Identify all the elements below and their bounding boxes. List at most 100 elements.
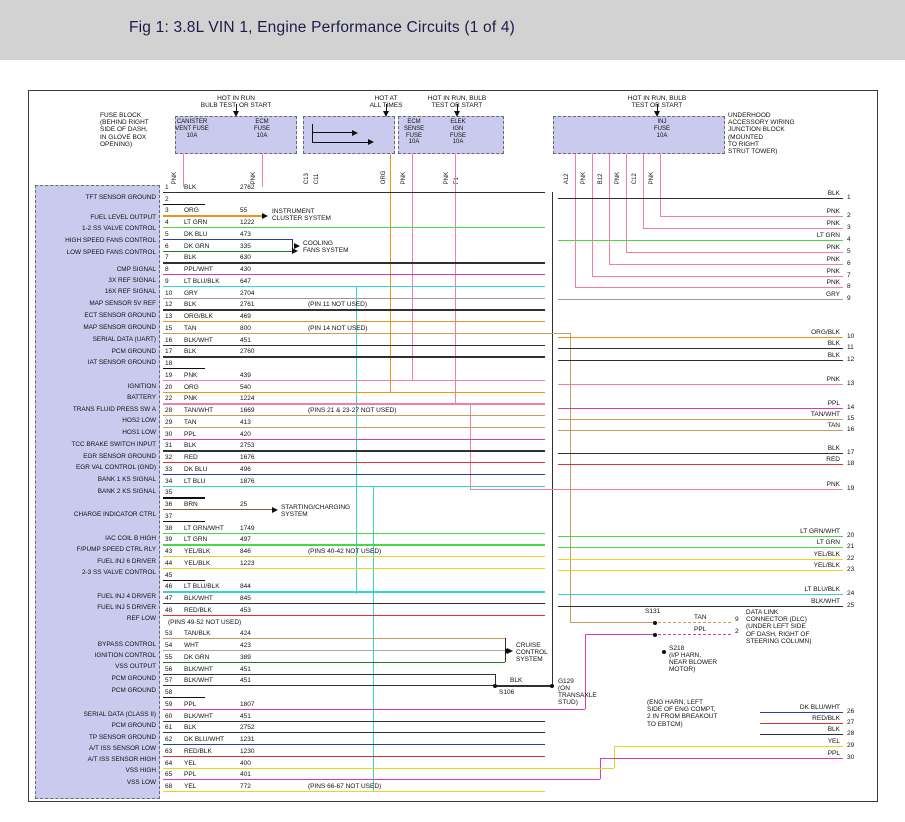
wire-color-label: PNK: [184, 371, 198, 379]
pin-number: 38: [165, 524, 173, 532]
wire-color-label: BRN: [184, 501, 198, 509]
wire-color-label: ORG/BLK: [811, 329, 840, 336]
connector-pin-number: 19: [847, 485, 855, 492]
pin-number: 57: [165, 677, 173, 685]
arrow-icon: [654, 111, 660, 117]
circuit-number: 1224: [240, 395, 255, 403]
circuit-number: 2761: [240, 301, 255, 309]
wire-line: [495, 673, 497, 686]
connector-pin-number: 22: [847, 555, 855, 562]
wire-line: [558, 453, 843, 455]
wire-line: [163, 274, 545, 276]
signal-name-label: ECT SENSOR GROUND: [84, 312, 156, 319]
wire-line: [455, 154, 457, 404]
wire-line: [163, 227, 545, 229]
signal-name-label: PCM GROUND: [111, 675, 156, 682]
circuit-number: 772: [240, 782, 251, 790]
signal-name-label: FUEL INJ 4 DRIVER: [97, 593, 156, 600]
wire-line: [657, 104, 659, 111]
junction-dot: [550, 683, 554, 688]
fuse-block-note: (BEHIND RIGHT: [100, 119, 149, 127]
splice-label: S106: [499, 689, 515, 696]
splice-label: S131: [645, 608, 661, 615]
wire-color-label: LT BLU: [184, 477, 206, 485]
pin-number: 29: [165, 418, 173, 426]
connector-pin-number: 27: [847, 719, 855, 726]
wire-color-label: PNK: [826, 220, 840, 227]
pin-number: 10: [165, 289, 173, 297]
pin-number: 9: [165, 277, 169, 285]
fuse-block-box: [175, 116, 297, 154]
wire-line: [552, 192, 554, 686]
pin-number: 5: [165, 230, 169, 238]
pcm-connector-signal-box: [35, 185, 160, 799]
circuit-number: 451: [240, 712, 251, 720]
wire-line: [163, 720, 545, 722]
circuit-number: 25: [240, 501, 248, 509]
arrow-icon: [383, 111, 389, 117]
wire-color-label: PPL: [184, 700, 197, 708]
wire-color-label: DK BLU: [184, 465, 208, 473]
arrow-icon: [454, 111, 460, 117]
pin-number: 13: [165, 313, 173, 321]
circuit-number: 401: [240, 771, 251, 779]
not-used-note: (PIN 11 NOT USED): [308, 301, 367, 309]
cruise-control-callout: CRUISE: [516, 642, 541, 649]
connector-pin-label: PNK: [648, 171, 655, 185]
signal-name-label: TRANS FLUID PRESS SW A: [72, 406, 156, 413]
wire-line: [163, 485, 545, 487]
bus-distribution-box: [303, 116, 395, 154]
wire-line: [626, 154, 628, 252]
not-used-note: (PINS 49-52 NOT USED): [168, 618, 242, 626]
figure-header-bar: Fig 1: 3.8L VIN 1, Engine Performance Ci…: [0, 0, 905, 60]
pin-number: 31: [165, 442, 173, 450]
dlc-pin-number: 2: [735, 627, 739, 635]
connector-pin-label: PNK: [250, 171, 257, 185]
junction-block-note: JUNCTION BLOCK: [728, 126, 785, 134]
signal-name-label: VSS OUTPUT: [115, 663, 156, 670]
junction-dot: [653, 620, 657, 625]
wire-color-label: BLK: [827, 445, 840, 452]
wire-line: [163, 779, 600, 781]
circuit-number: 540: [240, 383, 251, 391]
wire-color-label: BLK: [184, 301, 197, 309]
junction-block-note: UNDERHOOD: [728, 112, 771, 119]
wire-line: [163, 450, 545, 452]
signal-name-label: EGR SENSOR GROUND: [83, 453, 156, 460]
not-used-note: (PINS 66-67 NOT USED): [308, 782, 382, 790]
wire-line: [570, 622, 655, 624]
pin-number: 46: [165, 583, 173, 591]
signal-name-label: TP SENSOR GROUND: [89, 734, 156, 741]
circuit-number: 844: [240, 583, 251, 591]
wire-color-label: LT GRN: [816, 539, 840, 546]
wire-line: [558, 384, 843, 386]
circuit-number: 389: [240, 653, 251, 661]
wire-line: [592, 276, 843, 278]
wire-line: [163, 391, 545, 393]
wire-line: [760, 723, 843, 725]
pin-number: 3: [165, 207, 169, 215]
wire-color-label: LT GRN: [184, 219, 208, 227]
wire-color-label: DK BLU/WHT: [799, 704, 840, 711]
wire-color-label: LT GRN: [184, 536, 208, 544]
connector-pin-label: PNK: [614, 171, 621, 185]
wire-line-dashed: [658, 622, 731, 623]
connector-pin-number: 8: [847, 283, 851, 290]
wire-color-label: PNK: [826, 279, 840, 286]
wire-color-label: LT GRN/WHT: [184, 524, 224, 532]
signal-name-label: TCC BRAKE SWITCH INPUT: [71, 441, 156, 448]
signal-name-label: BANK 1 KS SIGNAL: [97, 476, 156, 483]
wire-color-label: PPL: [827, 750, 840, 757]
wire-color-label: PPL: [184, 771, 197, 779]
wire-color-label: BLK: [827, 352, 840, 359]
circuit-number: 1876: [240, 477, 255, 485]
wire-color-label: LT GRN/WHT: [800, 528, 840, 535]
pin-number: 53: [165, 630, 173, 638]
wire-line: [558, 419, 843, 421]
wire-line: [570, 332, 572, 622]
wire-line: [575, 287, 843, 289]
signal-name-label: F/PUMP SPEED CTRL RLY: [76, 546, 156, 553]
connector-pin-number: 24: [847, 590, 855, 597]
fuse-label: FUSE: [653, 125, 670, 132]
wire-line: [386, 104, 388, 111]
